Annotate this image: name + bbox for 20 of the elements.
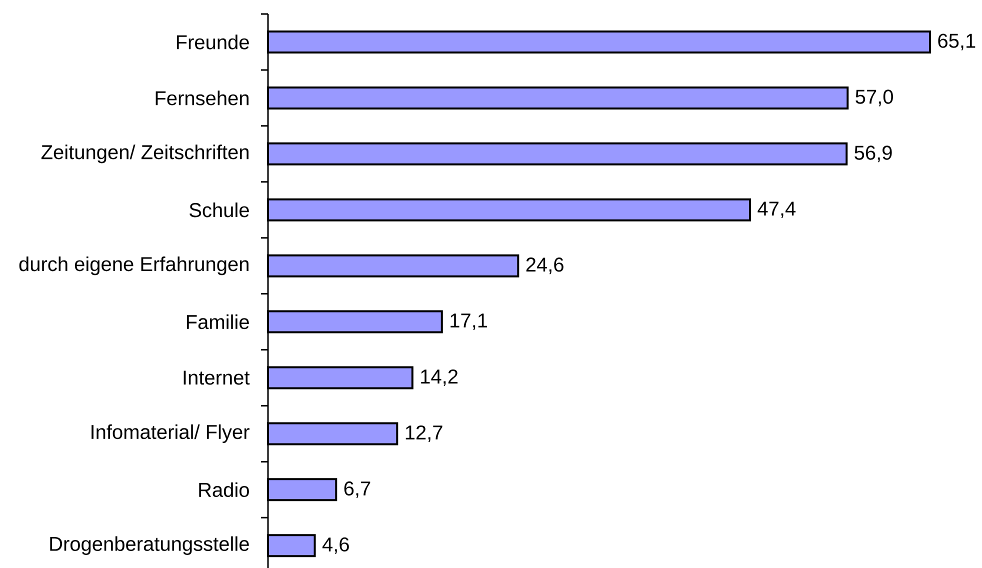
y-tick-label: Schule (190, 202, 249, 218)
data-label: 17,1 (450, 314, 488, 330)
y-tick-label: Zeitungen/ Zeitschriften (41, 144, 248, 164)
y-tick-label: Freunde (176, 34, 249, 50)
data-label: 65,1 (938, 34, 976, 50)
data-label: 56,9 (854, 146, 892, 162)
y-tick-label: Radio (199, 482, 249, 498)
y-tick-label: Fernsehen (156, 90, 248, 106)
data-label: 57,0 (856, 90, 893, 106)
data-label: 14,2 (421, 369, 458, 386)
data-label: 6,7 (344, 481, 370, 498)
data-label: 12,7 (406, 425, 442, 442)
y-tick-label: Internet (184, 370, 250, 385)
y-tick-label: Drogenberatungsstelle (50, 536, 249, 555)
data-label: 24,6 (526, 258, 564, 274)
y-tick-label: Infomaterial/ Flyer (92, 424, 250, 444)
y-tick-label: Familie (186, 314, 249, 330)
y-tick-label: durch eigene Erfahrungen (19, 256, 248, 276)
data-label: 4,6 (322, 537, 349, 554)
data-label: 47,4 (758, 202, 796, 218)
